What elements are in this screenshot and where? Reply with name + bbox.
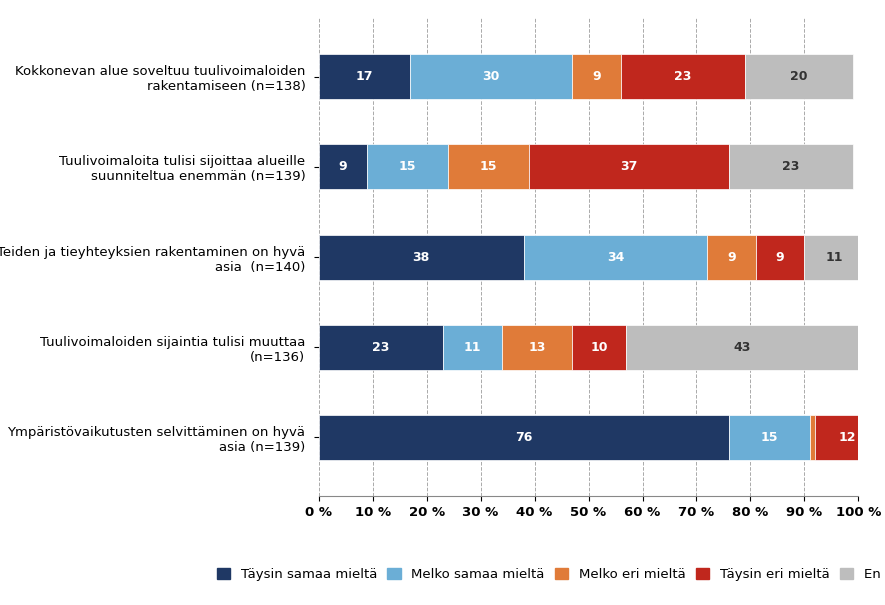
Bar	[804, 235, 864, 280]
Bar	[502, 325, 573, 370]
Bar	[319, 235, 524, 280]
Bar	[319, 415, 729, 460]
Bar	[745, 54, 853, 99]
Bar	[529, 145, 729, 189]
Bar	[729, 415, 810, 460]
Bar	[442, 325, 502, 370]
Bar	[319, 54, 411, 99]
Text: 43: 43	[734, 341, 751, 354]
Text: 9: 9	[776, 250, 784, 264]
Text: 23: 23	[782, 160, 800, 174]
Bar	[621, 54, 745, 99]
Bar	[319, 325, 442, 370]
Bar	[573, 325, 627, 370]
Text: 34: 34	[607, 250, 624, 264]
Text: 11: 11	[464, 341, 481, 354]
Bar	[573, 54, 621, 99]
Bar	[729, 145, 853, 189]
Text: 9: 9	[339, 160, 347, 174]
Text: 23: 23	[372, 341, 389, 354]
Text: 10: 10	[590, 341, 608, 354]
Bar	[707, 235, 756, 280]
Text: 15: 15	[480, 160, 497, 174]
Text: 9: 9	[727, 250, 736, 264]
Bar	[627, 325, 858, 370]
Bar	[367, 145, 448, 189]
Bar	[810, 415, 815, 460]
Text: 12: 12	[839, 431, 857, 444]
Text: 17: 17	[356, 70, 373, 83]
Text: 20: 20	[790, 70, 808, 83]
Bar	[448, 145, 529, 189]
Text: 23: 23	[674, 70, 692, 83]
Legend: Täysin samaa mieltä, Melko samaa mieltä, Melko eri mieltä, Täysin eri mieltä, En: Täysin samaa mieltä, Melko samaa mieltä,…	[212, 564, 885, 585]
Text: 38: 38	[412, 250, 430, 264]
Text: 76: 76	[515, 431, 533, 444]
Text: 13: 13	[528, 341, 546, 354]
Text: 30: 30	[482, 70, 500, 83]
Bar	[411, 54, 573, 99]
Bar	[524, 235, 707, 280]
Text: 15: 15	[399, 160, 417, 174]
Text: 11: 11	[826, 250, 843, 264]
Bar	[756, 235, 804, 280]
Bar	[880, 415, 885, 460]
Bar	[815, 415, 880, 460]
Text: 37: 37	[620, 160, 638, 174]
Text: 15: 15	[760, 431, 778, 444]
Bar	[319, 145, 367, 189]
Text: 9: 9	[592, 70, 601, 83]
